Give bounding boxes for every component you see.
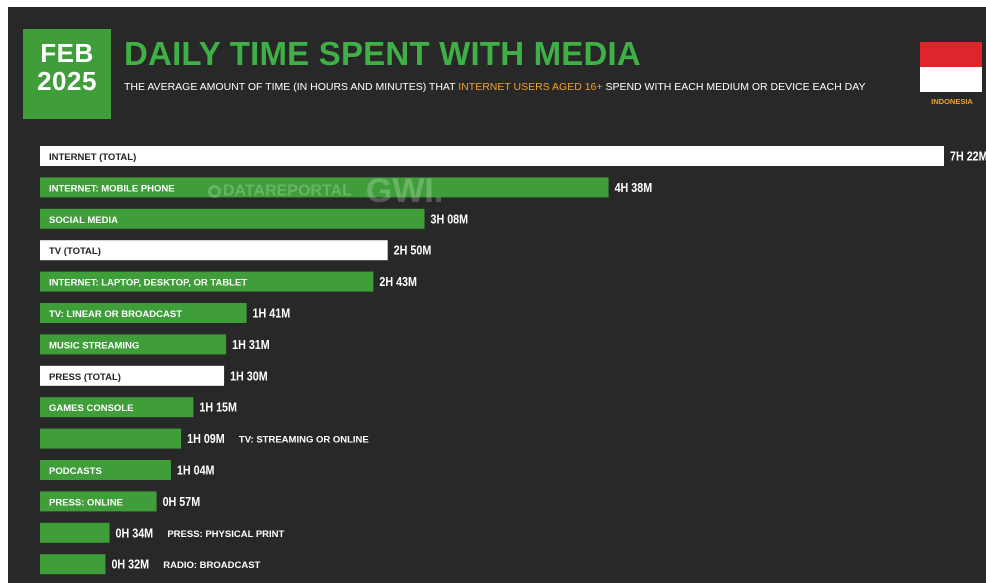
report-slide: FEB 2025 DAILY TIME SPENT WITH MEDIA THE… — [8, 7, 986, 583]
bar-row: 1H 30M PRESS (TOTAL) — [40, 365, 268, 386]
bar-row: 4H 38M INTERNET: MOBILE PHONE — [40, 177, 653, 198]
bar-row: 1H 31M MUSIC STREAMING — [40, 334, 270, 355]
bar — [40, 428, 182, 449]
bar — [40, 397, 194, 418]
category-label: MUSIC STREAMING — [49, 340, 139, 351]
category-label: TV: STREAMING OR ONLINE — [239, 435, 369, 446]
page-subtitle: THE AVERAGE AMOUNT OF TIME (IN HOURS AND… — [124, 81, 865, 93]
bar — [40, 554, 106, 575]
category-label: PRESS (TOTAL) — [49, 372, 121, 383]
bar — [40, 208, 425, 229]
bar — [40, 177, 609, 198]
category-label: INTERNET: MOBILE PHONE — [49, 183, 175, 194]
country-label: INDONESIA — [931, 97, 973, 106]
bar — [40, 491, 157, 512]
bar — [40, 460, 171, 480]
value-label: 2H 50M — [394, 244, 432, 258]
badge-year: 2025 — [37, 66, 97, 96]
category-label: TV (TOTAL) — [49, 246, 101, 257]
bar-row: 1H 04M PODCASTS — [40, 460, 214, 480]
value-label: 3H 08M — [431, 213, 469, 227]
bar-row: 1H 41M TV: LINEAR OR BROADCAST — [40, 303, 290, 323]
category-label: PRESS: ONLINE — [49, 497, 123, 508]
bar-chart: 7H 22M INTERNET (TOTAL) 4H 38M INTERNET: MO… — [40, 146, 986, 575]
category-label: GAMES CONSOLE — [49, 403, 133, 414]
value-label: 0H 32M — [111, 558, 149, 572]
flag-red-stripe — [920, 42, 982, 67]
category-label: PODCASTS — [49, 466, 102, 477]
value-label: 2H 43M — [379, 275, 417, 289]
bar-row: 1H 15M GAMES CONSOLE — [40, 397, 237, 418]
category-label: INTERNET (TOTAL) — [49, 152, 136, 163]
bar-row: 1H 09M TV: STREAMING OR ONLINE — [40, 428, 369, 449]
value-label: 1H 09M — [187, 432, 225, 446]
value-label: 1H 30M — [230, 370, 268, 384]
category-label: INTERNET: LAPTOP, DESKTOP, OR TABLET — [49, 278, 247, 289]
bar-row: 2H 43M INTERNET: LAPTOP, DESKTOP, OR TABL… — [40, 271, 417, 292]
date-badge: FEB 2025 — [23, 29, 111, 119]
bar-row: 0H 32M RADIO: BROADCAST — [40, 554, 261, 575]
badge-month: FEB — [40, 38, 94, 68]
bar-row: 7H 22M INTERNET (TOTAL) — [40, 146, 986, 166]
value-label: 1H 15M — [199, 401, 237, 415]
category-label: TV: LINEAR OR BROADCAST — [49, 309, 182, 320]
bar — [40, 334, 227, 355]
bar — [40, 146, 944, 166]
indonesia-flag-icon — [920, 42, 982, 92]
page-title: DAILY TIME SPENT WITH MEDIA — [124, 35, 641, 72]
bar — [40, 522, 110, 543]
subtitle-text-post: SPEND WITH EACH MEDIUM OR DEVICE EACH DA… — [602, 81, 866, 93]
value-label: 1H 31M — [232, 338, 270, 352]
value-label: 4H 38M — [615, 181, 653, 195]
flag-white-stripe — [920, 67, 982, 92]
bar-row: 0H 34M PRESS: PHYSICAL PRINT — [40, 522, 285, 543]
bar — [40, 303, 247, 323]
bar — [40, 240, 388, 261]
value-label: 0H 57M — [163, 495, 201, 509]
value-label: 1H 04M — [177, 464, 215, 478]
category-label: RADIO: BROADCAST — [163, 560, 260, 571]
bar — [40, 365, 225, 386]
category-label: SOCIAL MEDIA — [49, 215, 118, 226]
bar-row: 2H 50M TV (TOTAL) — [40, 240, 432, 261]
value-label: 1H 41M — [253, 307, 291, 321]
bar — [40, 271, 374, 292]
category-label: PRESS: PHYSICAL PRINT — [167, 529, 284, 540]
value-label: 7H 22M — [950, 150, 986, 164]
bar-row: 3H 08M SOCIAL MEDIA — [40, 208, 469, 229]
value-label: 0H 34M — [116, 527, 154, 541]
bar-row: 0H 57M PRESS: ONLINE — [40, 491, 201, 512]
subtitle-text-pre: THE AVERAGE AMOUNT OF TIME (IN HOURS AND… — [124, 81, 459, 93]
subtitle-highlight: INTERNET USERS AGED 16+ — [458, 81, 603, 93]
